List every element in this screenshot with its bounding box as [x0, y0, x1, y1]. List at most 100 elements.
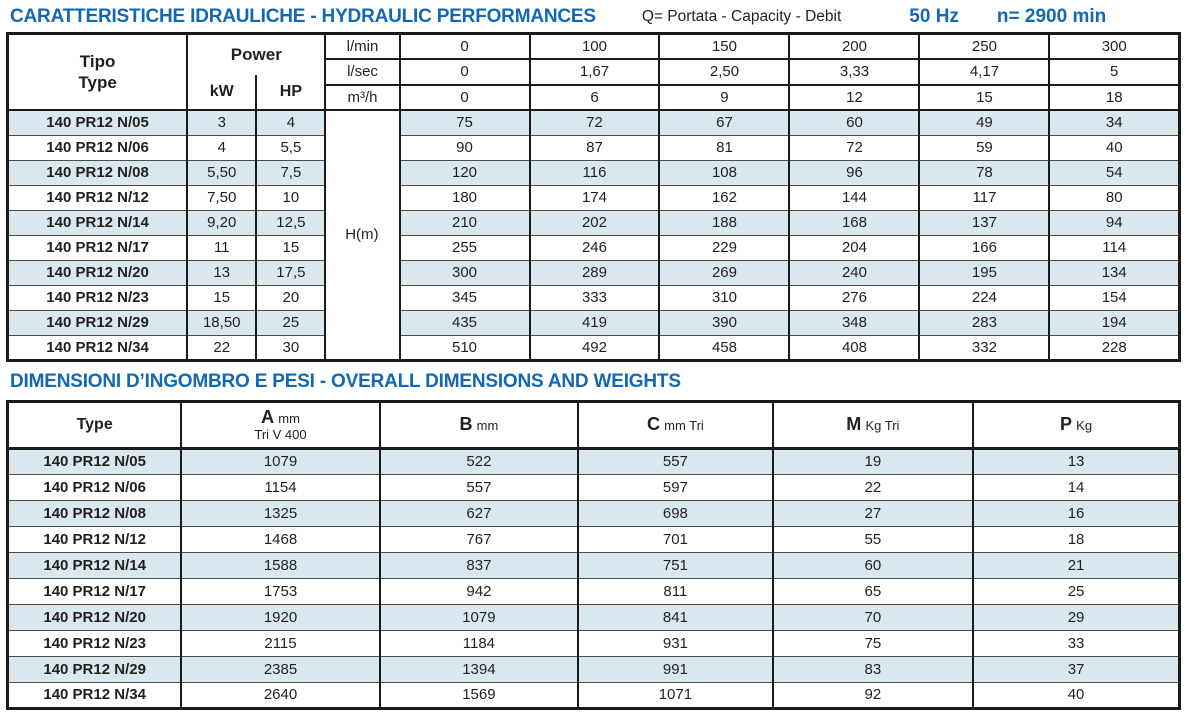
- dim-c-value: 698: [577, 499, 773, 526]
- head-value-cell: 60: [788, 109, 920, 135]
- kw-value-cell: 11: [186, 234, 257, 260]
- dim-a-value: 2385: [180, 655, 380, 682]
- head-value-cell: 81: [658, 134, 790, 160]
- head-column-spacer: [324, 109, 400, 135]
- weight-m-value: 27: [771, 499, 974, 526]
- head-value-cell: 96: [788, 159, 920, 185]
- type-label: Type: [78, 73, 117, 92]
- weight-m-header: M Kg Tri: [771, 401, 974, 450]
- dim-c-value: 1071: [577, 681, 773, 708]
- dim-b-value: 1569: [378, 681, 579, 708]
- dim-b-value: 942: [378, 577, 579, 604]
- dim-a-sub: Tri V 400: [254, 427, 307, 443]
- flow-value-cell: 300: [1048, 32, 1180, 59]
- head-value-cell: 246: [528, 234, 660, 260]
- dimensions-row: 140 PR12 N/05 1079 522 557 19 13: [6, 448, 1180, 474]
- head-value-cell: 75: [398, 109, 530, 135]
- flow-value-cell: 9: [658, 83, 790, 110]
- dimensions-row: 140 PR12 N/14 1588 837 751 60 21: [6, 551, 1180, 578]
- head-value-cell: 134: [1048, 259, 1180, 285]
- type-column-header: Type: [6, 401, 182, 450]
- kw-value-cell: 3: [186, 109, 257, 135]
- hp-value-cell: 17,5: [255, 259, 326, 285]
- head-value-cell: 345: [398, 284, 530, 310]
- weight-p-value: 21: [972, 551, 1180, 578]
- weight-m-value: 92: [771, 681, 974, 708]
- pump-type-cell: 140 PR12 N/20: [6, 603, 182, 630]
- pump-type-cell: 140 PR12 N/12: [6, 525, 182, 552]
- dim-b-unit: mm: [476, 418, 499, 433]
- pump-type-cell: 140 PR12 N/05: [6, 448, 182, 474]
- hydraulic-row: 140 PR12 N/12 7,50 10 180 174 162 144 11…: [6, 184, 1180, 210]
- head-value-cell: 117: [918, 184, 1050, 210]
- head-value-cell: 168: [788, 209, 920, 235]
- head-value-cell: 283: [918, 309, 1050, 335]
- pump-type-cell: 140 PR12 N/06: [6, 134, 188, 160]
- kw-value-cell: 9,20: [186, 209, 257, 235]
- pump-type-cell: 140 PR12 N/20: [6, 259, 188, 285]
- head-value-cell: 80: [1048, 184, 1180, 210]
- pump-type-cell: 140 PR12 N/29: [6, 655, 182, 682]
- flow-value-cell: 15: [918, 83, 1050, 110]
- flow-value-cell: 18: [1048, 83, 1180, 110]
- pump-type-cell: 140 PR12 N/08: [6, 159, 188, 185]
- head-value-cell: 390: [658, 309, 790, 335]
- weight-p-value: 16: [972, 499, 1180, 526]
- weight-p-value: 33: [972, 629, 1180, 656]
- head-column-spacer: [324, 210, 400, 235]
- head-value-cell: 269: [658, 259, 790, 285]
- flow-value-cell: 5: [1048, 58, 1180, 85]
- flow-value-cell: 100: [528, 32, 660, 59]
- flow-value-cell: 1,67: [528, 58, 660, 85]
- weight-p-value: 14: [972, 473, 1180, 500]
- head-value-cell: 174: [528, 184, 660, 210]
- head-value-cell: 195: [918, 259, 1050, 285]
- head-value-cell: 67: [658, 109, 790, 135]
- hydraulic-performance-table: Tipo Type Power kW HP l/min 0: [6, 32, 1181, 362]
- power-label: Power: [230, 44, 282, 64]
- head-value-cell: 154: [1048, 284, 1180, 310]
- hydraulic-row: 140 PR12 N/08 5,50 7,5 120 116 108 96 78…: [6, 159, 1180, 185]
- flow-value-cell: 4,17: [918, 58, 1050, 85]
- head-value-cell: 255: [398, 234, 530, 260]
- pump-type-cell: 140 PR12 N/29: [6, 309, 188, 335]
- head-value-cell: 300: [398, 259, 530, 285]
- weight-m-value: 75: [771, 629, 974, 656]
- pump-type-cell: 140 PR12 N/05: [6, 109, 188, 135]
- head-value-cell: 166: [918, 234, 1050, 260]
- hp-value-cell: 10: [255, 184, 326, 210]
- head-value-cell: 276: [788, 284, 920, 310]
- head-value-cell: 40: [1048, 134, 1180, 160]
- head-value-cell: 59: [918, 134, 1050, 160]
- flow-header-row-m3h: m³/h 0 6 9 12 15 18: [8, 83, 1180, 110]
- dimensions-row: 140 PR12 N/29 2385 1394 991 83 37: [6, 655, 1180, 682]
- hp-value-cell: 15: [255, 234, 326, 260]
- flow-unit-lmin: l/min: [324, 32, 400, 59]
- flow-unit-lsec: l/sec: [324, 58, 400, 85]
- head-value-cell: 310: [658, 284, 790, 310]
- dim-c-header: C mm Tri: [577, 401, 773, 450]
- dim-c-value: 931: [577, 629, 773, 656]
- hp-value-cell: 25: [255, 309, 326, 335]
- weight-m-value: 22: [771, 473, 974, 500]
- dim-c-value: 811: [577, 577, 773, 604]
- head-value-cell: 210: [398, 209, 530, 235]
- head-column-spacer: [324, 135, 400, 160]
- pump-type-cell: 140 PR12 N/12: [6, 184, 188, 210]
- head-value-cell: 114: [1048, 234, 1180, 260]
- weight-m-unit: Kg Tri: [865, 418, 900, 433]
- dim-c-value: 751: [577, 551, 773, 578]
- hydraulic-row: 140 PR12 N/34 22 30 510 492 458 408 332 …: [6, 334, 1180, 360]
- hydraulic-row: 140 PR12 N/06 4 5,5 90 87 81 72 59 40: [6, 134, 1180, 160]
- head-value-cell: 137: [918, 209, 1050, 235]
- weight-p-value: 40: [972, 681, 1180, 708]
- hp-value-cell: 30: [255, 334, 326, 360]
- hp-header: HP: [255, 74, 324, 109]
- weight-p-value: 13: [972, 448, 1180, 474]
- dim-c-value: 841: [577, 603, 773, 630]
- flow-value-cell: 150: [658, 32, 790, 59]
- pump-type-cell: 140 PR12 N/23: [6, 284, 188, 310]
- head-value-cell: 202: [528, 209, 660, 235]
- dim-a-value: 1079: [180, 448, 380, 474]
- kw-value-cell: 13: [186, 259, 257, 285]
